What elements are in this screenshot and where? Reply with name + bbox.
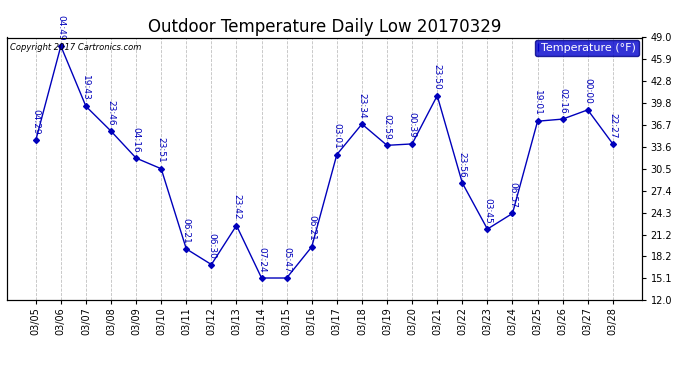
Text: 19:43: 19:43 [81,75,90,101]
Text: 00:39: 00:39 [408,112,417,138]
Text: 07:24: 07:24 [257,247,266,273]
Text: 06:30: 06:30 [207,233,216,259]
Text: 04:49: 04:49 [57,15,66,40]
Text: 00:00: 00:00 [583,78,592,104]
Text: 22:27: 22:27 [609,113,618,138]
Title: Outdoor Temperature Daily Low 20170329: Outdoor Temperature Daily Low 20170329 [148,18,501,36]
Text: 02:59: 02:59 [382,114,391,140]
Text: 19:01: 19:01 [533,90,542,116]
Text: 04:29: 04:29 [31,109,40,135]
Legend: Temperature (°F): Temperature (°F) [535,40,640,56]
Text: 06:57: 06:57 [508,182,517,208]
Text: 05:47: 05:47 [282,247,291,273]
Text: 02:16: 02:16 [558,88,567,114]
Text: 03:45: 03:45 [483,198,492,223]
Text: 23:50: 23:50 [433,64,442,90]
Text: 23:56: 23:56 [457,152,467,177]
Text: 06:21: 06:21 [307,216,316,241]
Text: 04:16: 04:16 [132,127,141,153]
Text: 06:21: 06:21 [181,217,191,243]
Text: 23:51: 23:51 [157,138,166,163]
Text: 03:01: 03:01 [333,123,342,149]
Text: Copyright 2017 Cartronics.com: Copyright 2017 Cartronics.com [10,43,141,52]
Text: 23:42: 23:42 [232,195,241,220]
Text: 23:46: 23:46 [106,100,115,126]
Text: 23:34: 23:34 [357,93,366,118]
